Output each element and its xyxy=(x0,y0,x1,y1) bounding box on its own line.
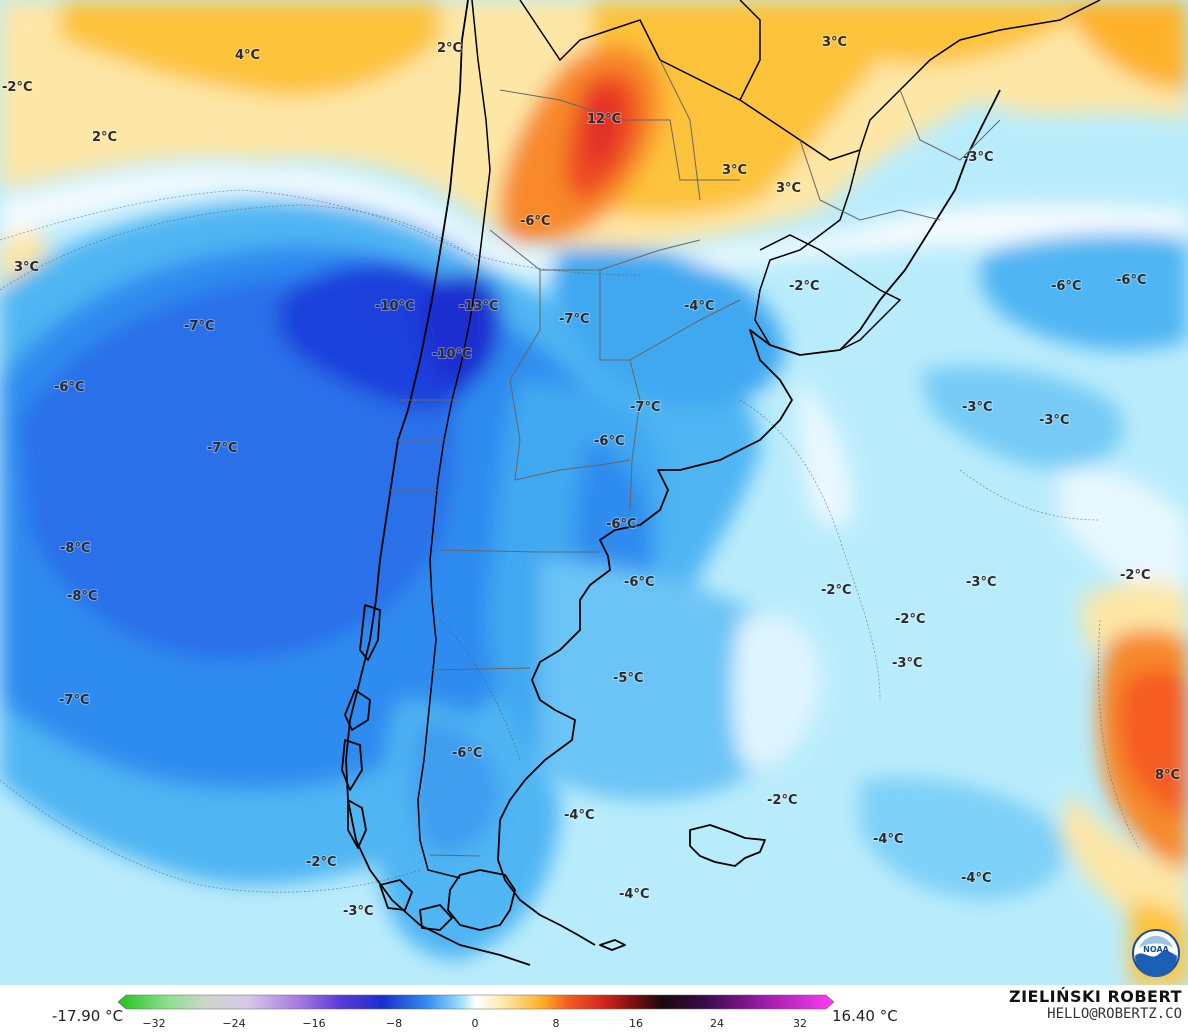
colorbar: −32 −24 −16 −8 0 8 16 24 32 xyxy=(118,994,834,1030)
temp-label: -7°C xyxy=(559,312,589,327)
temp-label: 8°C xyxy=(1155,768,1180,783)
temp-label: -3°C xyxy=(963,150,993,165)
temp-label: -5°C xyxy=(613,671,643,686)
colorbar-max-label: 16.40 °C xyxy=(832,1007,898,1025)
temp-label: -3°C xyxy=(962,400,992,415)
author-email: HELLO@ROBERTZ.CO xyxy=(1047,1006,1182,1022)
temp-label: -6°C xyxy=(452,746,482,761)
temp-label: -4°C xyxy=(564,808,594,823)
temp-label: -6°C xyxy=(520,214,550,229)
temperature-shading xyxy=(0,0,1188,985)
temp-label: -4°C xyxy=(684,299,714,314)
temp-label: -10°C xyxy=(375,299,415,314)
temp-label: -2°C xyxy=(789,279,819,294)
colorbar-tick: −32 xyxy=(142,1017,165,1030)
temp-label: -2°C xyxy=(895,612,925,627)
temp-label: 3°C xyxy=(776,181,801,196)
temp-label: -7°C xyxy=(207,441,237,456)
temp-label: -2°C xyxy=(767,793,797,808)
colorbar-tick: 32 xyxy=(793,1017,807,1030)
temp-label: -2°C xyxy=(306,855,336,870)
temp-label: -3°C xyxy=(1039,413,1069,428)
author-name: ZIELIŃSKI ROBERT xyxy=(1008,987,1182,1006)
temp-label: 12°C xyxy=(587,112,621,127)
legend-bar: -17.90 °C xyxy=(0,985,1188,1035)
temperature-labels: 4°C 2°C -2°C 2°C 3°C 12°C 3°C 3°C 3°C -3… xyxy=(1,34,1181,920)
noaa-logo-text: NOAA xyxy=(1143,945,1169,954)
temp-label: -6°C xyxy=(624,575,654,590)
temp-label: -7°C xyxy=(59,693,89,708)
author-credit: ZIELIŃSKI ROBERT HELLO@ROBERTZ.CO xyxy=(1009,987,1182,1022)
colorbar-tick: −16 xyxy=(302,1017,325,1030)
temp-label: 3°C xyxy=(822,35,847,50)
province-borders xyxy=(390,59,1001,857)
colorbar-tick: 8 xyxy=(553,1017,560,1030)
temp-label: -2°C xyxy=(2,80,32,95)
colorbar-tick: −8 xyxy=(386,1017,402,1030)
coastlines xyxy=(341,0,1001,966)
temp-label: 2°C xyxy=(92,130,117,145)
temp-label: -2°C xyxy=(1120,568,1150,583)
temp-label: -4°C xyxy=(619,887,649,902)
temp-label: -4°C xyxy=(873,832,903,847)
temp-label: -3°C xyxy=(343,904,373,919)
temp-label: -3°C xyxy=(966,575,996,590)
colorbar-tick: −24 xyxy=(222,1017,245,1030)
colorbar-tick: 0 xyxy=(472,1017,479,1030)
temp-label: 4°C xyxy=(235,48,260,63)
colorbar-tick: 16 xyxy=(629,1017,643,1030)
temp-label: -8°C xyxy=(67,589,97,604)
temp-label: -2°C xyxy=(821,583,851,598)
temp-label: -13°C xyxy=(459,299,499,314)
temp-label: -7°C xyxy=(630,400,660,415)
temp-label: -8°C xyxy=(60,541,90,556)
temp-label: 2°C xyxy=(437,41,462,56)
temp-label: -6°C xyxy=(594,434,624,449)
temp-label: -6°C xyxy=(54,380,84,395)
temp-label: 3°C xyxy=(14,260,39,275)
temperature-map: 4°C 2°C -2°C 2°C 3°C 12°C 3°C 3°C 3°C -3… xyxy=(0,0,1188,985)
temp-label: 3°C xyxy=(722,163,747,178)
colorbar-ticks: −32 −24 −16 −8 0 8 16 24 32 xyxy=(142,1017,807,1030)
colorbar-tick: 24 xyxy=(710,1017,724,1030)
temp-label: -6°C xyxy=(606,517,636,532)
temp-label: -7°C xyxy=(184,319,214,334)
noaa-logo: NOAA xyxy=(1132,929,1180,977)
temp-label: -10°C xyxy=(432,347,472,362)
temp-label: -3°C xyxy=(892,656,922,671)
colorbar-min-label: -17.90 °C xyxy=(52,1007,124,1025)
temp-label: -4°C xyxy=(961,871,991,886)
country-borders xyxy=(417,0,1101,879)
temp-label: -6°C xyxy=(1051,279,1081,294)
temp-label: -6°C xyxy=(1116,273,1146,288)
